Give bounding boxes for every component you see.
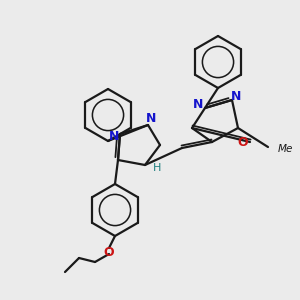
Text: Me: Me — [278, 144, 293, 154]
Text: N: N — [109, 130, 119, 142]
Text: H: H — [153, 163, 161, 173]
Text: O: O — [238, 136, 248, 148]
Text: O: O — [104, 245, 114, 259]
Text: N: N — [193, 98, 203, 112]
Text: N: N — [146, 112, 156, 125]
Text: N: N — [231, 89, 241, 103]
